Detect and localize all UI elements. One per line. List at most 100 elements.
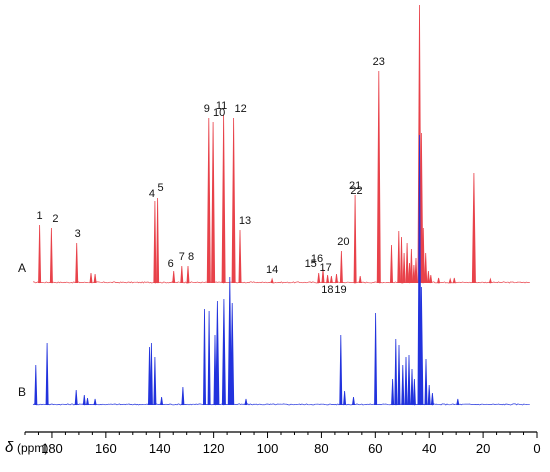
spectrum-b-peak [430, 392, 434, 406]
spectrum-b-peak [230, 302, 235, 406]
spectrum-b-peak [213, 334, 217, 406]
peak-label: 15 [305, 258, 317, 270]
peak-label: 6 [168, 258, 174, 270]
peak-label: 19 [334, 284, 346, 296]
spectrum-a-peak [426, 270, 430, 284]
spectrum-b-peak [221, 298, 226, 406]
spectrum-a-peak [329, 275, 333, 284]
spectrum-a-peak [238, 229, 242, 284]
spectrum-b-peak [412, 378, 416, 406]
x-axis-tick-label: 0 [533, 441, 540, 456]
spectrum-a-peak [206, 117, 211, 284]
peak-label: 8 [188, 251, 194, 263]
spectrum-b-peak [401, 364, 405, 406]
spectrum-b-peak [424, 358, 428, 406]
spectrum-a-peak [339, 250, 343, 284]
spectrum-b-peak [343, 390, 347, 406]
x-axis-tick-label: 160 [95, 441, 117, 456]
spectrum-b-peak [34, 364, 38, 406]
spectrum-a-peak [186, 265, 190, 284]
spectrum-b [32, 134, 530, 406]
spectrum-a-peak [448, 277, 452, 284]
spectrum-b-peak [397, 344, 401, 406]
spectrum-b-peak [419, 286, 424, 406]
spectrum-b-peak [244, 398, 248, 406]
spectrum-a-peak [437, 277, 441, 284]
spectrum-a-peak [89, 272, 93, 284]
peak-label: 23 [373, 56, 385, 68]
spectrum-a-peak [405, 242, 409, 284]
spectrum-a-peak [424, 252, 428, 284]
spectrum-a-peak [153, 200, 157, 284]
spectrum-a-peak [412, 264, 416, 284]
spectrum-b-peak [181, 386, 185, 406]
peak-label: 11 [216, 100, 227, 112]
spectrum-b-peak [391, 378, 395, 406]
x-axis-tick-label: 20 [476, 441, 490, 456]
peak-label: 1 [37, 210, 43, 222]
series-labels: AB [18, 261, 26, 399]
peak-label: 5 [158, 182, 164, 194]
spectrum-a-peak [376, 70, 381, 284]
series-label-a: A [18, 261, 26, 275]
spectrum-a-peak [488, 277, 492, 284]
spectrum-a-peak [471, 172, 476, 284]
series-label-b: B [18, 385, 26, 399]
x-axis: 180 160 140 120 100 80 60 40 20 0 [24, 431, 541, 456]
spectrum-a-peak [326, 274, 330, 284]
spectrum-a-peak [270, 277, 274, 284]
spectrum-b-peak [404, 356, 408, 406]
spectrum-b-peak [207, 310, 211, 406]
spectrum-a-peak [421, 227, 425, 284]
spectrum-b-peak [394, 338, 398, 406]
spectrum-b-peak [86, 397, 89, 406]
x-axis-tick-label: 40 [422, 441, 436, 456]
spectrum-a-peak [402, 252, 406, 284]
spectrum-b-peak [410, 368, 414, 406]
x-axis-tick-label: 80 [314, 441, 328, 456]
spectrum-b-peak [148, 346, 151, 406]
spectrum-a-peak [429, 274, 433, 284]
peak-label: 7 [179, 251, 185, 263]
peak-label: 10 [213, 107, 225, 119]
spectrum-a-peak [390, 244, 393, 284]
x-axis-tick-label: 140 [149, 441, 171, 456]
spectrum-b-peak [227, 276, 232, 406]
spectrum-a-peak [414, 257, 418, 284]
spectrum-b-peak [456, 398, 460, 406]
peak-label: 16 [311, 253, 323, 265]
spectrum-b-peak [93, 398, 97, 406]
spectrum-a [33, 4, 530, 284]
spectrum-b-peak [74, 389, 78, 406]
spectrum-b-peak [427, 384, 431, 406]
spectrum-a-peak [409, 248, 413, 284]
peak-label: 3 [75, 228, 81, 240]
spectrum-b-peak [160, 396, 164, 406]
peak-label: 9 [204, 103, 210, 115]
spectrum-a-peak [397, 230, 401, 284]
spectrum-b-peak [352, 396, 355, 406]
peak-label: 4 [149, 188, 155, 200]
spectrum-a-peak [335, 273, 338, 284]
spectrum-b-peak [339, 334, 343, 406]
spectrum-a-peak [93, 273, 97, 284]
spectrum-a-baseline [33, 281, 530, 284]
spectrum-b-peak [203, 308, 206, 406]
x-axis-tick-labels: 180 160 140 120 100 80 60 40 20 0 [41, 441, 541, 456]
spectrum-a-peak [75, 242, 79, 284]
peak-label: 20 [337, 236, 349, 248]
x-axis-tick-label: 120 [203, 441, 225, 456]
spectrum-b-peak [45, 342, 49, 406]
x-axis-tick-label: 180 [41, 441, 63, 456]
spectrum-b-peak [374, 312, 378, 406]
spectrum-a-peak [353, 194, 357, 284]
spectrum-b-peak [407, 354, 411, 406]
spectrum-a-peak [180, 265, 184, 284]
spectrum-a-peak [317, 272, 321, 284]
spectrum-b-baseline [32, 403, 530, 406]
spectrum-a-peak [38, 224, 42, 284]
spectrum-a-peak [321, 268, 325, 284]
